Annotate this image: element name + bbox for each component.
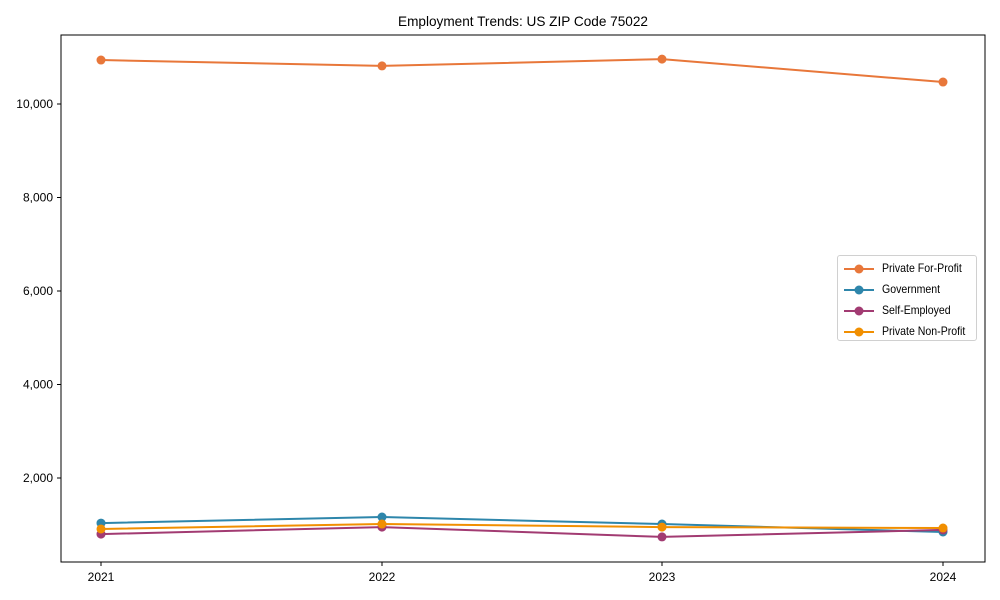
data-point: [377, 61, 387, 71]
series-private-for-profit: [96, 54, 948, 87]
legend-item: Private Non-Profit: [838, 322, 976, 342]
y-tick-label: 6,000: [23, 284, 53, 298]
series-line: [100, 516, 944, 533]
legend: Private For-Profit Government Self-Employe…: [837, 255, 977, 341]
axes-frame: [60, 34, 986, 563]
data-point: [938, 523, 948, 533]
legend-marker-icon: [844, 327, 874, 337]
legend-label: Private Non-Profit: [882, 324, 966, 338]
legend-item: Private For-Profit: [838, 259, 976, 279]
x-axis: 2021 2022 2023 2024: [88, 562, 957, 584]
data-point: [657, 532, 667, 542]
data-point: [96, 55, 106, 65]
legend-marker-icon: [844, 306, 874, 316]
legend-label: Private For-Profit: [882, 261, 962, 275]
data-point: [377, 512, 387, 522]
data-point: [377, 519, 387, 529]
legend-marker-icon: [844, 285, 874, 295]
plot-area: [96, 54, 948, 542]
x-tick-label: 2024: [930, 570, 957, 584]
series-line: [100, 58, 944, 84]
x-tick-label: 2021: [88, 570, 115, 584]
series-line: [100, 523, 944, 530]
y-tick-label: 10,000: [16, 97, 53, 111]
legend-label: Government: [882, 282, 941, 296]
legend-item: Self-Employed: [838, 301, 976, 321]
x-tick-label: 2023: [649, 570, 676, 584]
y-tick-label: 4,000: [23, 378, 53, 392]
data-point: [657, 522, 667, 532]
series-line: [100, 526, 944, 538]
data-point: [657, 54, 667, 64]
y-tick-label: 8,000: [23, 191, 53, 205]
series-private-non-profit: [96, 519, 948, 534]
data-point: [96, 524, 106, 534]
chart-title: Employment Trends: US ZIP Code 75022: [398, 13, 648, 29]
data-point: [938, 77, 948, 87]
y-tick-label: 2,000: [23, 471, 53, 485]
legend-label: Self-Employed: [882, 303, 951, 317]
legend-marker-icon: [844, 264, 874, 274]
legend-item: Government: [838, 280, 976, 300]
x-tick-label: 2022: [369, 570, 396, 584]
y-axis: 2,000 4,000 6,000 8,000 10,000: [16, 97, 61, 485]
